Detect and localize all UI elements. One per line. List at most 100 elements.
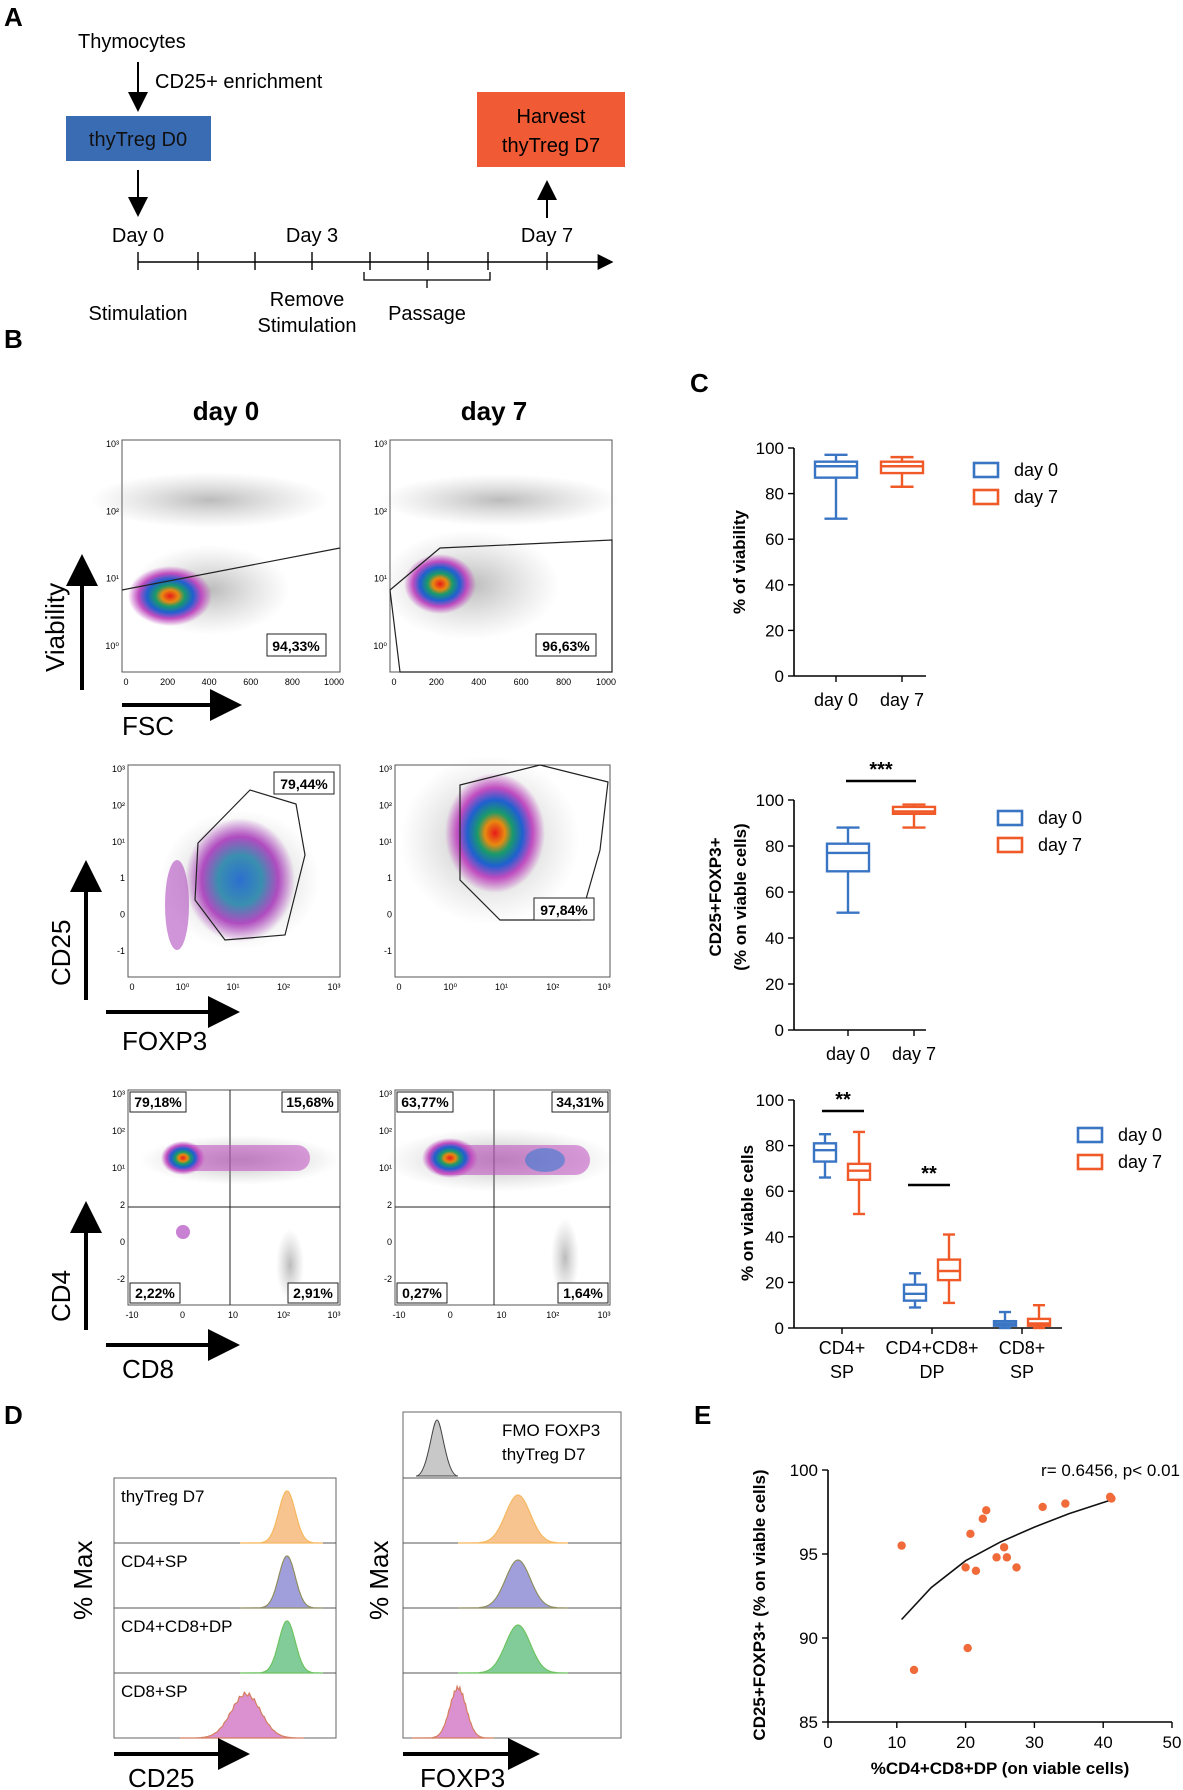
y-tick-label: 0 — [775, 1021, 784, 1040]
y-tick-label: 10² — [112, 800, 125, 810]
legend-label: day 7 — [1038, 835, 1082, 855]
stimulation-label: Stimulation — [89, 303, 188, 325]
panel-label-a: A — [4, 2, 23, 32]
y-tick-label: 10³ — [374, 439, 387, 449]
panel-label-c: C — [690, 368, 709, 398]
legend-swatch-day0 — [1076, 1126, 1104, 1144]
y-axis-title: CD25+FOXP3+ — [706, 837, 725, 956]
flow-row-viability: 94,33% 96,63% — [90, 439, 620, 673]
col-header-day7: day 7 — [461, 396, 528, 426]
panel-label-e: E — [694, 1400, 711, 1430]
event-haze — [90, 472, 330, 528]
quadrant-pct: 15,68% — [286, 1094, 334, 1110]
x-axis-title: %CD4+CD8+DP (on viable cells) — [871, 1759, 1130, 1778]
histogram-peak — [239, 1555, 324, 1609]
track-label: CD4+CD8+DP — [121, 1617, 233, 1636]
y-tick-label: 2 — [120, 1200, 125, 1210]
y-tick-label: 10⁰ — [373, 641, 387, 651]
panel-e-scatter: 85 90 95 100 0 10 20 30 40 50 r= 0.6456, p< 0.01 %C… — [750, 1461, 1181, 1778]
x-tick-label: 30 — [1025, 1733, 1044, 1752]
histogram-left: thyTreg D7 CD4+SP CD4+CD8+DP CD8+SP — [114, 1487, 336, 1739]
fmo-label-2: thyTreg D7 — [502, 1445, 585, 1464]
flow-row-cd25: 79,44% 97,84% — [127, 755, 611, 978]
x-tick-label: 0 — [180, 1310, 185, 1320]
data-point — [971, 1566, 981, 1576]
x-tick-label: SP — [830, 1362, 854, 1382]
x-tick-label: CD8+ — [999, 1338, 1046, 1358]
x-tick-label: 800 — [556, 677, 571, 687]
y-tick-label: 10² — [112, 1126, 125, 1136]
data-point — [897, 1541, 906, 1550]
gate-pct-box — [535, 633, 597, 657]
y-tick-label: 60 — [765, 1182, 784, 1201]
quadrant-pct: 2,91% — [293, 1285, 333, 1301]
y-label-pct-max: % Max — [364, 1541, 394, 1620]
legend-label: day 0 — [1118, 1125, 1162, 1145]
density-cluster — [422, 1138, 478, 1178]
y-tick-label: 10² — [379, 800, 392, 810]
legend-swatch-day0 — [996, 809, 1024, 827]
y-tick-label: 0 — [387, 1237, 392, 1247]
day0-label: Day 0 — [112, 225, 164, 247]
data-point — [966, 1529, 975, 1539]
y-tick-label: 2 — [387, 1200, 392, 1210]
y-tick-label: 1 — [387, 873, 392, 883]
legend-swatch-day7 — [972, 488, 1000, 506]
y-tick-label: 60 — [765, 883, 784, 902]
data-point — [1107, 1494, 1116, 1503]
y-axis-title: % of viability — [730, 510, 749, 614]
event-haze — [380, 474, 620, 526]
legend-swatch-day7 — [1076, 1153, 1104, 1171]
remove-label-2: Stimulation — [258, 315, 357, 337]
histogram-peak — [411, 1684, 495, 1739]
y-tick-label: -2 — [384, 1274, 392, 1284]
box — [813, 460, 859, 479]
legend-swatch-day7 — [996, 836, 1024, 854]
y-tick-label: 10¹ — [106, 574, 119, 584]
y-tick-label: 10² — [374, 506, 387, 516]
gate-polygon — [459, 764, 609, 921]
fmo-histogram — [415, 1419, 459, 1477]
x-tick-label: 1000 — [324, 677, 344, 687]
x-label-cd25: CD25 — [128, 1763, 194, 1790]
x-tick-label: 800 — [285, 677, 300, 687]
gate-pct-box — [533, 897, 595, 921]
density-cluster — [170, 1145, 310, 1171]
y-axis-title: (% on viable cells) — [731, 823, 750, 970]
x-tick-label: 600 — [514, 677, 529, 687]
quadrant-pct-box — [557, 1282, 609, 1304]
y-tick-label: 100 — [756, 439, 784, 458]
x-tick-label: 10³ — [327, 1310, 340, 1320]
x-label-foxp3: FOXP3 — [420, 1763, 505, 1790]
panel-label-d: D — [4, 1400, 23, 1430]
y-tick-label: -1 — [384, 946, 392, 956]
histogram-peak — [457, 1559, 569, 1609]
y-tick-label: 10¹ — [112, 1163, 125, 1173]
panel-label-b: B — [4, 324, 23, 354]
y-tick-label: 10³ — [106, 439, 119, 449]
y-tick-label: 80 — [765, 1137, 784, 1156]
y-tick-label: 10³ — [112, 1089, 125, 1099]
quadrant-pct-box — [396, 1282, 448, 1304]
x-tick-label: DP — [919, 1362, 944, 1382]
flow-row-cd4: 79,18% 15,68% 2,22% 2,91% 63,77% 34,31% … — [127, 1089, 615, 1306]
thytreg-d0-label: thyTreg D0 — [89, 129, 187, 151]
x-tick-label: 0 — [391, 677, 396, 687]
density-cluster — [445, 773, 545, 893]
y-label-cd25: CD25 — [46, 920, 76, 986]
gate-pct: 96,63% — [542, 638, 590, 654]
histogram-peak — [179, 1690, 305, 1739]
x-tick-label: 0 — [129, 982, 134, 992]
y-tick-label: 10¹ — [379, 837, 392, 847]
x-tick-label: 10 — [887, 1733, 906, 1752]
x-tick-label: 10² — [546, 982, 559, 992]
data-point — [1038, 1502, 1047, 1512]
x-tick-label: day 0 — [814, 690, 858, 710]
day7-label: Day 7 — [521, 225, 573, 247]
x-tick-label: 10² — [546, 1310, 559, 1320]
histogram-right — [403, 1477, 621, 1739]
y-tick-label: 10⁰ — [105, 641, 119, 651]
x-tick-label: 10³ — [597, 1310, 610, 1320]
flow-axis-labels: Viability FSC CD25 FOXP3 CD4 CD8 — [40, 554, 242, 1384]
